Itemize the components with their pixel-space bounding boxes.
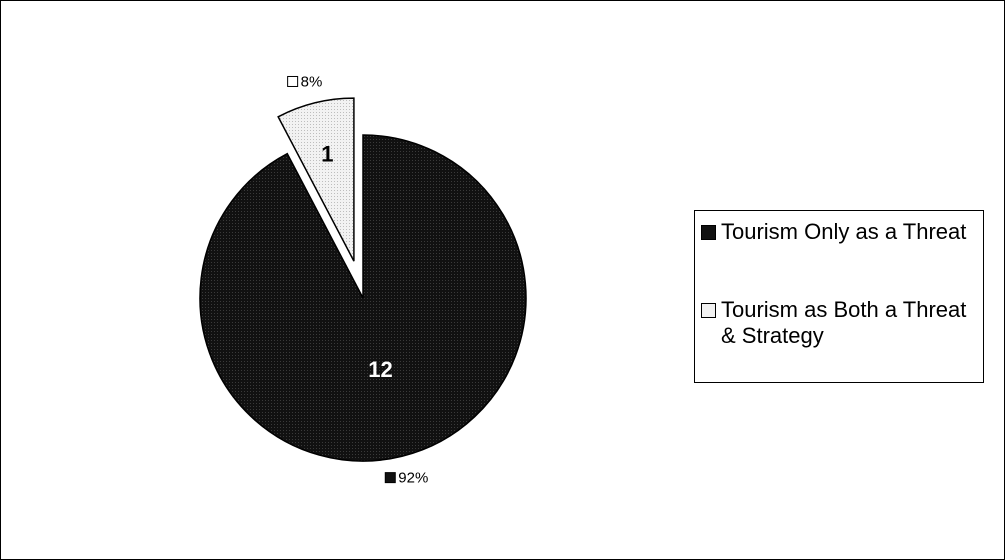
legend-swatch-only-threat: [701, 225, 716, 240]
slice-percent-label-only-threat: 92%: [398, 470, 428, 487]
slice-percent-swatch-only-threat: [384, 472, 396, 484]
legend-label-only-threat: Tourism Only as a Threat: [721, 219, 967, 244]
slice-value-label-both: 1: [321, 141, 333, 166]
pie-slice-both: [277, 97, 355, 262]
legend-item-only-threat: Tourism Only as a Threat: [701, 219, 971, 245]
chart-legend: Tourism Only as a Threat Tourism as Both…: [694, 210, 984, 383]
legend-swatch-both: [701, 303, 716, 318]
legend-label-both: Tourism as Both a Threat & Strategy: [721, 297, 967, 348]
legend-item-both: Tourism as Both a Threat & Strategy: [701, 297, 971, 349]
slice-percent-swatch-both: [287, 75, 299, 87]
pie-slice-only-threat: [199, 134, 527, 462]
slice-value-label-only-threat: 12: [368, 357, 392, 382]
slice-percent-label-both: 8%: [301, 73, 323, 90]
